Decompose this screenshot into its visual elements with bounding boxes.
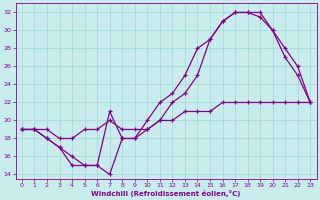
X-axis label: Windchill (Refroidissement éolien,°C): Windchill (Refroidissement éolien,°C) — [92, 190, 241, 197]
